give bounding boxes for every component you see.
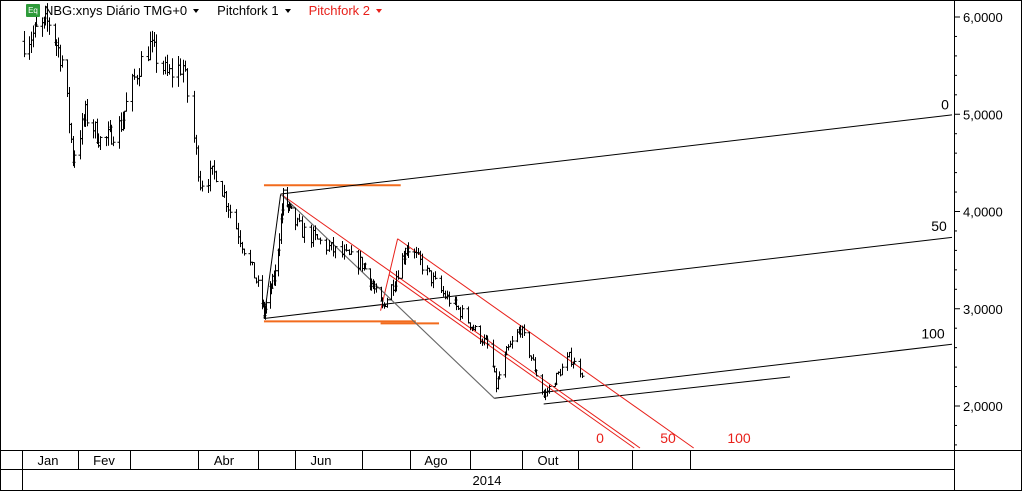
- pitchfork1-upper-tine: [280, 114, 953, 195]
- pitchfork1-inner-line: [543, 376, 791, 405]
- x-tick-label: Jan: [38, 453, 59, 468]
- y-tick-label: 2,0000: [963, 399, 1003, 414]
- price-bars: [22, 3, 585, 401]
- x-tick-label: Jun: [311, 453, 332, 468]
- pitchfork2-label[interactable]: Pitchfork 2: [308, 3, 371, 18]
- pitchfork2-median-line: [388, 274, 635, 449]
- pitchfork1-level-50-label: 50: [931, 218, 947, 234]
- axis-ticks: [78, 16, 960, 469]
- symbol-title[interactable]: NBG:xnys Diário TMG+0: [44, 3, 188, 18]
- y-tick-label: 5,0000: [963, 107, 1003, 122]
- axis-labels: 6,0000 5,0000 4,0000 3,0000 2,0000 Jan Fev Abr J…: [38, 10, 1003, 488]
- pitchfork1-label[interactable]: Pitchfork 1: [217, 3, 279, 18]
- pitchfork1-lower-tine: [494, 343, 953, 399]
- y-tick-label: 6,0000: [963, 10, 1003, 25]
- x-tick-label: Abr: [214, 453, 235, 468]
- equity-badge-icon: Eq: [26, 4, 40, 17]
- pitchfork2-lower-tine: [397, 238, 694, 449]
- pitchfork2-level-50-label: 50: [660, 430, 676, 446]
- drawing-tools[interactable]: 0 50 100 0 50 100: [263, 97, 953, 449]
- pitchfork1-handle: [263, 193, 282, 319]
- chart-header: Eq NBG:xnys Diário TMG+0 Pitchfork 1 Pit…: [26, 3, 400, 18]
- x-tick-label: Fev: [93, 453, 115, 468]
- pitchfork1-median-line: [263, 236, 953, 319]
- y-tick-label: 4,0000: [963, 205, 1003, 220]
- pitchfork2-dropdown-icon[interactable]: [376, 8, 383, 13]
- pitchfork1-dropdown-icon[interactable]: [284, 8, 291, 13]
- pitchfork2-handle: [280, 193, 495, 399]
- pitchfork1-level-0-label: 0: [941, 97, 949, 113]
- y-tick-label: 3,0000: [963, 302, 1003, 317]
- symbol-dropdown-icon[interactable]: [193, 8, 200, 13]
- year-label: 2014: [473, 473, 502, 488]
- pitchfork2-level-100-label: 100: [727, 430, 751, 446]
- pitchfork1-level-100-label: 100: [921, 326, 945, 342]
- x-tick-label: Ago: [424, 453, 447, 468]
- x-tick-label: Out: [538, 453, 559, 468]
- pitchfork2-level-0-label: 0: [596, 430, 604, 446]
- pitchfork2-upper-tine: [280, 193, 641, 449]
